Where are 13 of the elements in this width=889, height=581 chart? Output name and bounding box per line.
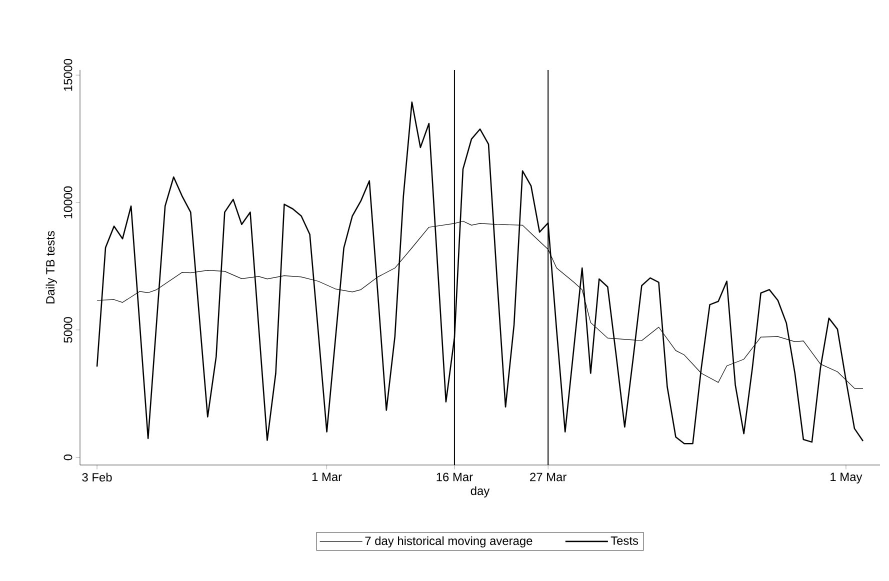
y-tick-label: 5000	[64, 317, 72, 343]
legend-label: Tests	[610, 536, 638, 545]
y-axis-title: Daily TB tests	[46, 231, 57, 304]
x-tick-label: 27 Mar	[530, 472, 566, 482]
legend-label: 7 day historical moving average	[365, 536, 532, 548]
x-tick-label: 3 Feb	[82, 472, 112, 482]
y-tick-label: 0	[64, 454, 72, 460]
y-tick-label: 10000	[64, 186, 72, 218]
y-tick-label: 15000	[64, 58, 72, 91]
x-tick-label: 1 Mar	[312, 472, 342, 482]
x-axis-title: day	[470, 486, 490, 498]
x-tick-label: 16 Mar	[436, 472, 473, 482]
x-tick-label: 1 May	[830, 472, 862, 484]
